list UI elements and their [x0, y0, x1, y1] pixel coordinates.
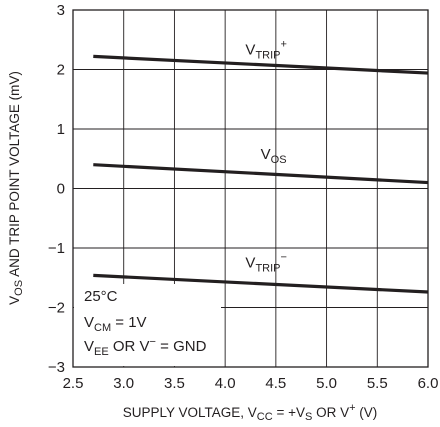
- x-tick-label: 3.5: [164, 375, 185, 392]
- y-tick-label: −2: [48, 300, 65, 317]
- x-tick-label: 5.5: [367, 375, 388, 392]
- x-axis-label: SUPPLY VOLTAGE, VCC = +VS OR V+ (V): [123, 402, 378, 423]
- annotation-vcm: VCM = 1V: [84, 314, 147, 334]
- series-label-2: VTRIP−: [245, 252, 287, 275]
- series-line-1: [93, 163, 429, 185]
- series-lines: [93, 54, 429, 294]
- y-tick-label: 1: [57, 121, 65, 138]
- y-tick-labels: 3 2 1 0 −1 −2 −3: [48, 2, 65, 376]
- y-tick-label: 0: [57, 181, 65, 198]
- y-tick-label: 3: [57, 2, 65, 19]
- series-line-0: [93, 54, 429, 75]
- y-tick-label: −1: [48, 240, 65, 257]
- y-tick-label: −3: [48, 359, 65, 376]
- annotation-background: [74, 284, 221, 366]
- y-axis-label: VOS AND TRIP POINT VOLTAGE (mV): [7, 71, 25, 305]
- series-labels: VTRIP+ VOS VTRIP−: [245, 39, 287, 275]
- x-tick-label: 2.5: [63, 375, 84, 392]
- x-tick-label: 3.0: [113, 375, 134, 392]
- series-line-2: [93, 273, 429, 294]
- plot-frame: [72, 9, 429, 368]
- x-tick-label: 5.0: [316, 375, 337, 392]
- annotation-temperature: 25°C: [84, 288, 118, 305]
- series-label-1: VOS: [261, 146, 287, 166]
- annotation-vee: VEE OR V− = GND: [84, 336, 207, 358]
- y-tick-label: 2: [57, 62, 65, 79]
- x-tick-labels: 2.5 3.0 3.5 4.0 4.5 5.0 5.5 6.0: [63, 375, 439, 392]
- x-tick-label: 6.0: [418, 375, 439, 392]
- x-tick-label: 4.0: [215, 375, 236, 392]
- x-tick-label: 4.5: [265, 375, 286, 392]
- series-label-0: VTRIP+: [245, 39, 287, 62]
